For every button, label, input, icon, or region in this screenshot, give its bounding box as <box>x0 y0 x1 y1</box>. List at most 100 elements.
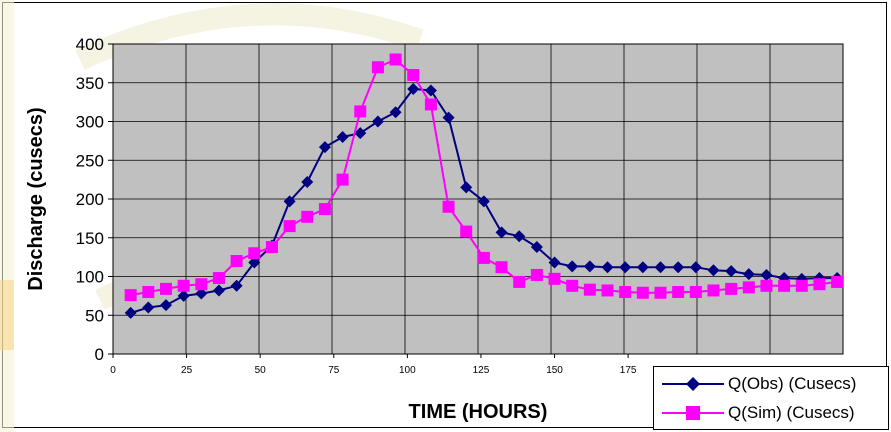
data-point-obs <box>230 279 243 292</box>
data-point-obs <box>177 289 190 302</box>
data-point-obs <box>212 284 225 297</box>
data-point-sim <box>583 283 596 296</box>
data-point-obs <box>725 265 738 278</box>
data-point-sim <box>601 284 614 297</box>
data-point-sim <box>495 261 508 274</box>
x-axis-title: TIME (HOURS) <box>409 401 548 423</box>
data-point-obs <box>530 241 543 254</box>
data-point-obs <box>142 301 155 314</box>
x-axis-tick-labels: 0 25 50 75 100 125 150 175 <box>110 354 637 376</box>
x-tick-label: 0 <box>110 365 116 376</box>
data-point-sim <box>177 279 190 292</box>
data-point-sim <box>230 255 243 267</box>
y-tick-label: 200 <box>76 190 104 209</box>
data-point-obs <box>636 261 649 274</box>
data-point-obs <box>159 299 172 312</box>
data-point-obs <box>619 261 632 274</box>
data-point-sim <box>742 281 755 294</box>
data-point-sim <box>124 289 137 302</box>
legend-swatch-sim <box>662 406 724 420</box>
legend-swatch-obs <box>662 377 724 391</box>
horizontal-gridlines <box>113 82 843 316</box>
data-point-sim <box>477 251 490 264</box>
data-point-sim <box>689 286 702 298</box>
y-tick-label: 50 <box>85 306 104 325</box>
data-point-sim <box>159 282 172 295</box>
legend-item-sim: Q(Sim) (Cusecs) <box>660 400 855 426</box>
series-obs <box>124 82 844 319</box>
data-point-sim <box>654 286 667 299</box>
data-point-sim <box>265 241 278 254</box>
x-tick-label: 175 <box>620 365 637 376</box>
data-point-sim <box>513 275 526 288</box>
x-tick-label: 25 <box>181 365 193 376</box>
data-point-obs <box>371 115 384 128</box>
y-tick-label: 400 <box>76 35 104 54</box>
data-point-obs <box>318 141 331 154</box>
data-point-sim <box>301 210 314 223</box>
legend-label-obs: Q(Obs) (Cusecs) <box>728 374 857 393</box>
data-point-obs <box>760 268 773 281</box>
data-point-obs <box>301 175 314 188</box>
x-tick-label: 75 <box>328 365 340 376</box>
data-point-sim <box>442 200 455 213</box>
data-point-obs <box>336 131 349 143</box>
data-point-sim <box>407 69 420 81</box>
data-point-sim <box>530 268 543 281</box>
data-point-sim <box>460 225 473 238</box>
data-point-obs <box>283 195 296 208</box>
data-point-obs <box>672 261 685 274</box>
data-point-sim <box>142 286 155 298</box>
data-point-obs <box>124 306 137 319</box>
y-axis-tick-labels: 0 50 100 150 200 250 300 350 400 <box>76 35 113 364</box>
data-point-sim <box>371 61 384 74</box>
x-tick-label: 50 <box>255 365 267 376</box>
data-point-obs <box>566 260 579 273</box>
data-point-sim <box>248 247 261 260</box>
data-point-obs <box>707 264 720 277</box>
data-point-obs <box>354 127 367 140</box>
data-point-sim <box>424 98 437 111</box>
x-tick-label: 125 <box>473 365 490 376</box>
data-point-sim <box>195 278 208 291</box>
data-point-obs <box>248 256 261 269</box>
data-point-sim <box>778 279 791 292</box>
data-point-obs <box>689 261 702 274</box>
data-point-sim <box>813 278 826 291</box>
legend: Q(Obs) (Cusecs) Q(Sim) (Cusecs) <box>653 366 889 430</box>
data-point-sim <box>212 272 225 285</box>
x-tick-label: 100 <box>399 365 416 376</box>
data-point-obs <box>477 195 490 208</box>
data-point-obs <box>495 226 508 239</box>
data-point-sim <box>760 279 773 292</box>
data-point-sim <box>389 53 402 66</box>
y-tick-label: 0 <box>95 345 104 364</box>
data-point-obs <box>424 84 437 97</box>
data-point-sim <box>636 286 649 299</box>
data-point-sim <box>795 279 808 292</box>
data-point-sim <box>619 286 632 298</box>
legend-item-obs: Q(Obs) (Cusecs) <box>660 371 856 397</box>
data-point-obs <box>460 181 473 194</box>
data-point-sim <box>831 275 844 288</box>
y-tick-label: 150 <box>76 229 104 248</box>
y-axis-title: Discharge (cusecs) <box>25 107 47 290</box>
data-point-obs <box>442 111 455 124</box>
data-point-sim <box>318 203 331 216</box>
data-point-sim <box>707 284 720 297</box>
data-point-sim <box>336 173 349 186</box>
data-point-obs <box>195 287 208 300</box>
data-point-sim <box>283 220 296 233</box>
legend-label-sim: Q(Sim) (Cusecs) <box>728 403 855 422</box>
data-point-sim <box>566 279 579 292</box>
y-tick-label: 250 <box>76 151 104 170</box>
data-point-obs <box>548 256 561 269</box>
y-tick-label: 300 <box>76 113 104 132</box>
data-point-obs <box>742 268 755 281</box>
data-point-obs <box>654 261 667 274</box>
data-point-obs <box>513 230 526 243</box>
data-point-obs <box>389 106 402 119</box>
data-point-sim <box>354 105 367 118</box>
x-tick-label: 150 <box>546 365 563 376</box>
